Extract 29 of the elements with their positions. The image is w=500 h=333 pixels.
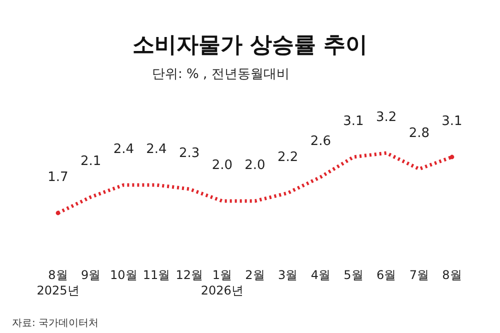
x-tick-label: 10월 bbox=[110, 268, 138, 282]
data-label: 2.4 bbox=[146, 142, 167, 157]
x-tick-label: 8월 2025년 bbox=[36, 268, 80, 298]
x-tick-label: 8월 bbox=[442, 268, 462, 282]
data-label: 2.8 bbox=[408, 126, 430, 141]
chart-title: 소비자물가 상승률 추이 bbox=[132, 33, 368, 58]
data-label: 2.6 bbox=[310, 134, 332, 149]
data-label: 2.0 bbox=[212, 158, 233, 173]
data-label: 3.2 bbox=[376, 110, 397, 125]
x-tick-label: 12월 bbox=[176, 268, 203, 282]
data-label: 2.4 bbox=[113, 142, 134, 157]
data-label: 1.7 bbox=[48, 170, 68, 185]
x-tick-label: 11월 bbox=[142, 268, 170, 282]
data-label: 3.1 bbox=[343, 114, 364, 129]
x-tick-label: 1월 2026년 bbox=[200, 268, 244, 298]
text: 자료: 국가데이터처 bbox=[12, 318, 99, 329]
x-tick-label: 7월 bbox=[409, 268, 429, 282]
data-label: 3.1 bbox=[442, 114, 462, 129]
x-tick-label: 9월 bbox=[81, 268, 101, 282]
data-label: 2.3 bbox=[178, 146, 200, 161]
x-tick-label: 2월 bbox=[245, 268, 265, 282]
x-tick-label: 3월 bbox=[278, 268, 298, 282]
data-label: 2.0 bbox=[244, 158, 266, 173]
x-tick-label: 5월 bbox=[344, 268, 364, 282]
x-tick-label: 4월 bbox=[310, 268, 330, 282]
chart-subtitle: 단위: % , 전년동월대비 bbox=[152, 67, 290, 82]
x-tick-label: 6월 bbox=[376, 268, 396, 282]
data-label: 2.1 bbox=[80, 154, 102, 169]
data-label: 2.2 bbox=[277, 150, 298, 165]
